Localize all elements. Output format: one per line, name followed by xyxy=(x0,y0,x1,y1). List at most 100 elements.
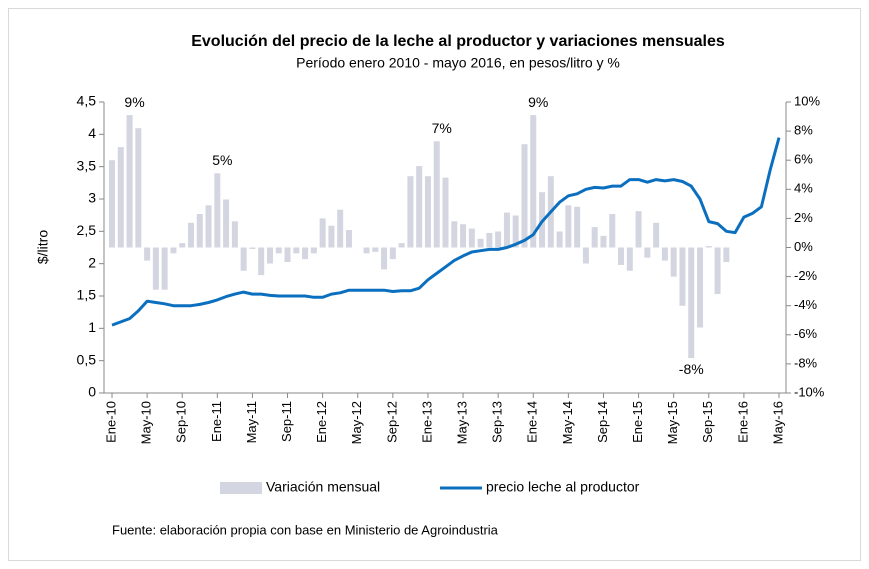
y2-tick-label: -2% xyxy=(794,268,818,283)
bar xyxy=(187,222,194,248)
bar xyxy=(389,247,396,260)
x-tick-label: May-13 xyxy=(454,401,469,444)
bar xyxy=(442,177,449,248)
price-line xyxy=(111,137,781,327)
x-tick-label: Sep-15 xyxy=(700,401,715,443)
y2-tick-label: 0% xyxy=(794,239,813,254)
bar xyxy=(723,247,730,263)
data-label: 5% xyxy=(212,152,232,168)
y-tick-label: 2 xyxy=(88,254,96,270)
y2-tick-label: 4% xyxy=(794,181,813,196)
bar xyxy=(152,247,159,290)
y-tick-label: 3 xyxy=(88,190,96,206)
bar xyxy=(231,221,238,248)
y-tick-label: 1 xyxy=(88,319,96,335)
bar xyxy=(530,115,537,248)
chart-title: Evolución del precio de la leche al prod… xyxy=(191,33,725,50)
bar xyxy=(293,247,300,254)
data-label: 7% xyxy=(432,120,452,136)
bar xyxy=(109,160,115,248)
bar xyxy=(302,247,309,260)
bar xyxy=(705,246,712,248)
y2-tick-label: -6% xyxy=(794,326,818,341)
y2-tick-label: -8% xyxy=(794,355,818,370)
bar xyxy=(697,247,704,328)
bar xyxy=(635,211,642,248)
bar xyxy=(240,247,247,271)
bar xyxy=(477,238,484,248)
bar xyxy=(381,247,388,270)
y-tick-label: 3,5 xyxy=(77,157,97,173)
bar xyxy=(266,247,273,264)
x-tick-label: Sep-13 xyxy=(490,401,505,443)
bar xyxy=(205,205,212,248)
bar xyxy=(319,218,326,248)
bar xyxy=(424,176,431,248)
bar xyxy=(451,221,458,248)
bar xyxy=(345,230,352,248)
bar xyxy=(170,247,177,254)
bar xyxy=(223,199,230,248)
bar xyxy=(556,231,563,248)
data-label: 9% xyxy=(124,94,144,110)
y-tick-label: 4 xyxy=(88,125,96,141)
y-tick-label: 1,5 xyxy=(77,287,97,303)
bar xyxy=(179,243,186,248)
x-tick-label: Ene-15 xyxy=(630,401,645,443)
x-tick-label: Ene-14 xyxy=(525,401,540,443)
x-tick-label: Ene-10 xyxy=(103,401,118,443)
x-tick-label: Ene-11 xyxy=(209,401,224,442)
x-tick-label: May-12 xyxy=(349,401,364,444)
y2-tick-label: 10% xyxy=(794,93,820,108)
bar xyxy=(372,247,379,252)
y-tick-label: 4,5 xyxy=(77,93,97,109)
bar xyxy=(460,224,467,248)
bar xyxy=(249,247,256,249)
bar xyxy=(135,128,142,248)
x-tick-label: Ene-13 xyxy=(419,401,434,443)
bar xyxy=(363,247,370,254)
bar xyxy=(117,147,124,248)
bar xyxy=(618,247,625,265)
bar xyxy=(144,247,151,261)
bar xyxy=(398,243,405,248)
bar xyxy=(468,228,475,248)
y2-tick-label: -10% xyxy=(794,384,825,399)
bar xyxy=(495,231,502,248)
y-tick-label: 0 xyxy=(88,384,96,400)
bar xyxy=(626,247,633,271)
chart-subtitle: Período enero 2010 - mayo 2016, en pesos… xyxy=(296,55,620,71)
source-note: Fuente: elaboración propia con base en M… xyxy=(112,522,499,537)
x-tick-label: May-16 xyxy=(770,401,785,444)
bar xyxy=(609,214,616,248)
bar xyxy=(126,115,133,248)
bar xyxy=(486,232,493,248)
bar xyxy=(688,247,695,359)
x-tick-label: Sep-14 xyxy=(595,401,610,443)
bar xyxy=(644,247,651,258)
bar xyxy=(214,173,221,248)
bar xyxy=(161,247,168,290)
bar xyxy=(310,247,317,254)
x-tick-label: Sep-11 xyxy=(279,401,294,442)
legend-swatch xyxy=(220,482,262,494)
bar xyxy=(433,141,440,248)
bar xyxy=(337,209,344,248)
y-axis-label: $/litro xyxy=(35,230,51,264)
legend-label: Variación mensual xyxy=(266,479,380,495)
data-label: -8% xyxy=(679,361,704,377)
x-tick-label: May-14 xyxy=(560,401,575,444)
bar xyxy=(328,225,335,248)
x-tick-label: Sep-12 xyxy=(384,401,399,443)
legend-label: precio leche al productor xyxy=(486,479,640,495)
bar xyxy=(258,247,265,276)
bar xyxy=(653,222,660,248)
y2-tick-label: 6% xyxy=(794,152,813,167)
x-tick-label: Ene-12 xyxy=(314,401,329,443)
y2-tick-label: 8% xyxy=(794,123,813,138)
y2-tick-label: 2% xyxy=(794,210,813,225)
bar xyxy=(670,247,677,277)
bar xyxy=(196,214,203,248)
y-tick-label: 2,5 xyxy=(77,222,97,238)
